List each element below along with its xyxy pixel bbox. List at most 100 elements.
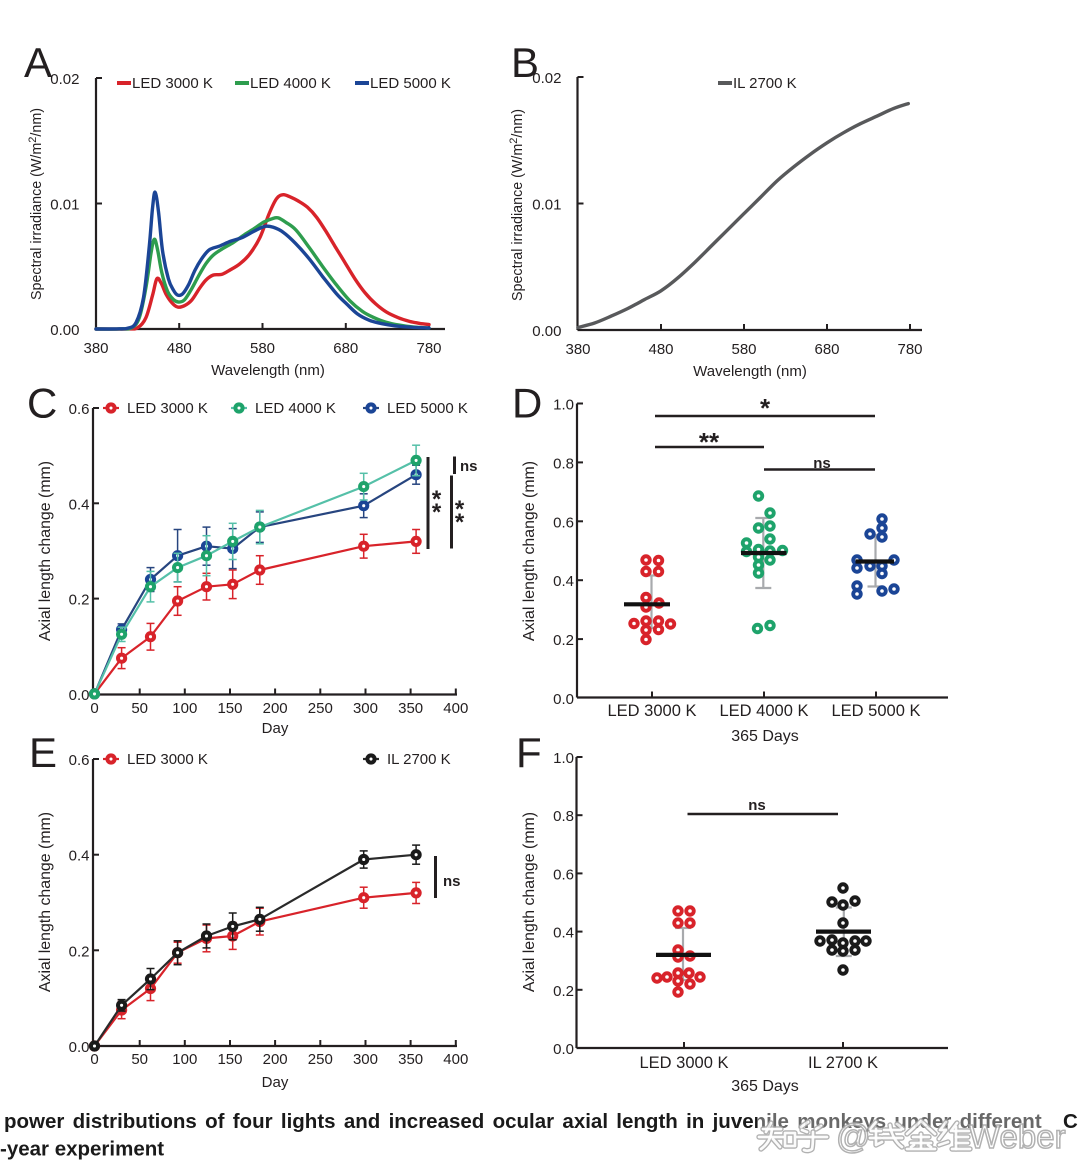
svg-text:C: C xyxy=(1063,1110,1078,1133)
svg-text:350: 350 xyxy=(398,700,423,717)
svg-text:0.6: 0.6 xyxy=(69,752,90,769)
svg-text:0.02: 0.02 xyxy=(532,70,561,87)
svg-text:LED 3000 K: LED 3000 K xyxy=(127,400,208,417)
svg-text:IL 2700 K: IL 2700 K xyxy=(733,75,797,92)
svg-text:*: * xyxy=(455,496,465,523)
svg-text:ns: ns xyxy=(748,797,766,814)
svg-text:@: @ xyxy=(836,1118,871,1156)
svg-text:LED 3000 K: LED 3000 K xyxy=(127,751,208,768)
svg-text:Wavelength (nm): Wavelength (nm) xyxy=(211,362,325,379)
svg-text:200: 200 xyxy=(263,1051,288,1068)
svg-text:B: B xyxy=(511,39,539,86)
svg-text:*: * xyxy=(455,509,465,536)
svg-text:LED 3000 K: LED 3000 K xyxy=(132,75,213,92)
svg-text:780: 780 xyxy=(416,340,441,357)
svg-text:380: 380 xyxy=(83,340,108,357)
svg-text:0.00: 0.00 xyxy=(50,322,79,339)
svg-text:0.8: 0.8 xyxy=(553,808,574,825)
svg-text:580: 580 xyxy=(250,340,275,357)
svg-text:365 Days: 365 Days xyxy=(731,1078,799,1095)
svg-text:LED 3000 K: LED 3000 K xyxy=(608,702,697,720)
svg-text:0.0: 0.0 xyxy=(553,1041,574,1058)
svg-text:150: 150 xyxy=(217,1051,242,1068)
svg-text:780: 780 xyxy=(897,341,922,358)
svg-text:ns: ns xyxy=(443,873,461,890)
svg-text:Weber: Weber xyxy=(969,1118,1066,1155)
svg-text:0.4: 0.4 xyxy=(69,848,90,865)
svg-text:0.2: 0.2 xyxy=(69,592,90,609)
svg-text:400: 400 xyxy=(443,700,468,717)
svg-text:Axial length change (mm): Axial length change (mm) xyxy=(521,461,538,641)
svg-text:Wavelength (nm): Wavelength (nm) xyxy=(693,363,807,380)
svg-text:1.0: 1.0 xyxy=(553,397,574,414)
svg-text:0.6: 0.6 xyxy=(69,401,90,418)
svg-text:LED 4000 K: LED 4000 K xyxy=(720,702,809,720)
svg-text:*: * xyxy=(432,499,442,526)
svg-text:Axial length change (mm): Axial length change (mm) xyxy=(521,812,538,992)
svg-text:E: E xyxy=(29,729,57,776)
svg-text:0.01: 0.01 xyxy=(50,197,79,214)
svg-text:C: C xyxy=(27,380,57,427)
svg-text:LED 5000 K: LED 5000 K xyxy=(832,702,921,720)
svg-text:LED 4000 K: LED 4000 K xyxy=(255,400,336,417)
svg-text:680: 680 xyxy=(333,340,358,357)
svg-text:LED 5000 K: LED 5000 K xyxy=(370,75,451,92)
svg-text:Spectral irradiance (W/m2/nm): Spectral irradiance (W/m2/nm) xyxy=(27,108,45,300)
svg-text:*: * xyxy=(432,486,442,513)
svg-text:LED 5000 K: LED 5000 K xyxy=(387,400,468,417)
svg-text:0: 0 xyxy=(90,700,98,717)
svg-text:0.8: 0.8 xyxy=(553,455,574,472)
svg-text:250: 250 xyxy=(308,1051,333,1068)
svg-text:LED 3000 K: LED 3000 K xyxy=(640,1054,729,1072)
svg-text:0.0: 0.0 xyxy=(69,687,90,704)
svg-text:0.02: 0.02 xyxy=(50,71,79,88)
svg-text:300: 300 xyxy=(353,1051,378,1068)
svg-text:580: 580 xyxy=(731,341,756,358)
svg-text:IL 2700 K: IL 2700 K xyxy=(387,751,451,768)
svg-text:-year experiment: -year experiment xyxy=(0,1138,164,1161)
svg-text:0.01: 0.01 xyxy=(532,197,561,214)
svg-text:100: 100 xyxy=(172,1051,197,1068)
svg-text:IL 2700 K: IL 2700 K xyxy=(808,1054,878,1072)
svg-text:0.4: 0.4 xyxy=(553,573,574,590)
svg-text:400: 400 xyxy=(443,1051,468,1068)
svg-text:ns: ns xyxy=(460,458,478,475)
svg-text:250: 250 xyxy=(308,700,333,717)
svg-text:300: 300 xyxy=(353,700,378,717)
svg-text:380: 380 xyxy=(565,341,590,358)
svg-text:Axial length change (mm): Axial length change (mm) xyxy=(37,461,54,641)
svg-text:0.2: 0.2 xyxy=(553,983,574,1000)
svg-text:*: * xyxy=(760,393,771,423)
svg-text:50: 50 xyxy=(131,1051,148,1068)
svg-text:LED 4000 K: LED 4000 K xyxy=(250,75,331,92)
svg-text:0.6: 0.6 xyxy=(553,866,574,883)
svg-text:365 Days: 365 Days xyxy=(731,728,799,745)
svg-text:0.2: 0.2 xyxy=(69,943,90,960)
svg-text:Spectral irradiance (W/m2/nm): Spectral irradiance (W/m2/nm) xyxy=(508,109,526,301)
svg-text:0.0: 0.0 xyxy=(69,1039,90,1056)
svg-text:0.6: 0.6 xyxy=(553,514,574,531)
svg-text:480: 480 xyxy=(648,341,673,358)
svg-text:0: 0 xyxy=(90,1051,98,1068)
svg-text:0.2: 0.2 xyxy=(553,632,574,649)
svg-text:680: 680 xyxy=(814,341,839,358)
svg-text:150: 150 xyxy=(217,700,242,717)
svg-text:350: 350 xyxy=(398,1051,423,1068)
svg-text:200: 200 xyxy=(263,700,288,717)
svg-text:0.0: 0.0 xyxy=(553,691,574,708)
svg-text:A: A xyxy=(24,39,52,86)
svg-text:Day: Day xyxy=(262,1074,289,1091)
svg-text:F: F xyxy=(516,729,542,776)
svg-text:ns: ns xyxy=(813,455,831,472)
svg-text:D: D xyxy=(512,380,542,427)
svg-text:50: 50 xyxy=(131,700,148,717)
svg-text:Axial length change (mm): Axial length change (mm) xyxy=(37,812,54,992)
svg-text:1.0: 1.0 xyxy=(553,750,574,767)
svg-text:**: ** xyxy=(699,427,720,457)
svg-text:Day: Day xyxy=(262,720,289,737)
svg-text:0.4: 0.4 xyxy=(69,496,90,513)
svg-text:0.00: 0.00 xyxy=(532,323,561,340)
svg-text:480: 480 xyxy=(167,340,192,357)
svg-text:0.4: 0.4 xyxy=(553,925,574,942)
svg-text:100: 100 xyxy=(172,700,197,717)
